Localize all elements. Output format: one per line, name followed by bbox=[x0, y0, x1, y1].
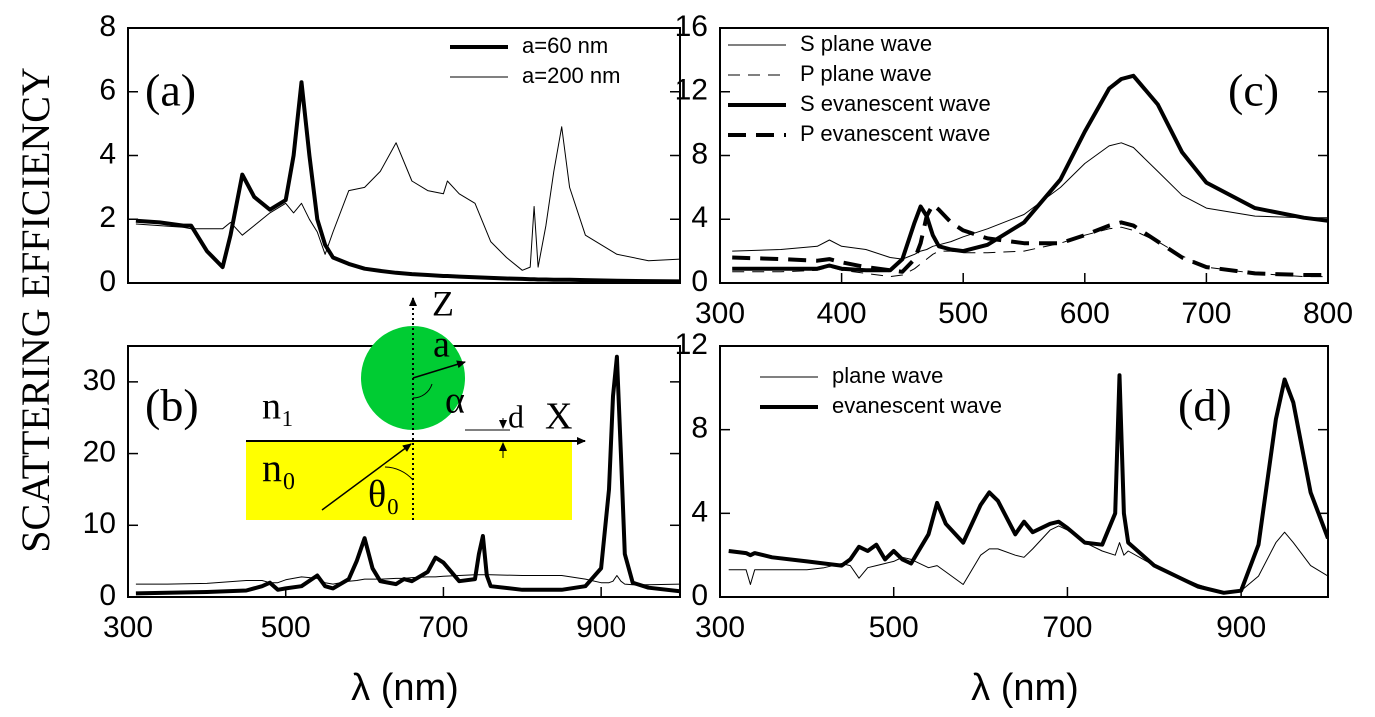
y-tick-label: 20 bbox=[83, 435, 116, 468]
substrate bbox=[246, 441, 572, 520]
plot-frame bbox=[127, 27, 681, 284]
data-line bbox=[732, 202, 1328, 277]
diagram-label: d bbox=[508, 398, 524, 434]
diagram-label: Z bbox=[432, 283, 454, 323]
y-tick-label: 16 bbox=[675, 10, 708, 43]
data-line bbox=[728, 525, 1328, 594]
x-axis-label: λ (nm) bbox=[351, 667, 459, 709]
y-tick-label: 4 bbox=[691, 201, 708, 234]
y-tick-label: 4 bbox=[99, 137, 116, 170]
x-tick-label: 900 bbox=[576, 611, 626, 644]
diagram-label: X bbox=[545, 396, 572, 438]
y-tick-label: 8 bbox=[691, 412, 708, 445]
panel-label: (d) bbox=[1178, 380, 1232, 431]
panel-label: (c) bbox=[1228, 65, 1279, 116]
panel: 0 2 4 6 8 a=60 nm a=200 nm (a) bbox=[99, 10, 681, 298]
y-tick-label: 0 bbox=[691, 265, 708, 298]
panel-label: (b) bbox=[145, 380, 199, 431]
y-tick-label: 0 bbox=[99, 265, 116, 298]
panel-label: (a) bbox=[145, 65, 196, 116]
legend-label: a=200 nm bbox=[522, 63, 620, 88]
y-tick-label: 10 bbox=[83, 507, 116, 540]
panel: 0 4 8 12 16 300 400 500 600 700 800 S plane wave P p… bbox=[675, 10, 1353, 330]
x-tick-label: 600 bbox=[1060, 297, 1110, 330]
plot-frame bbox=[719, 345, 1329, 598]
y-tick-label: 8 bbox=[691, 137, 708, 170]
y-tick-label: 2 bbox=[99, 201, 116, 234]
legend-label: plane wave bbox=[832, 363, 943, 388]
data-line bbox=[728, 373, 1328, 595]
y-tick-label: 6 bbox=[99, 74, 116, 107]
legend-label: evanescent wave bbox=[832, 393, 1002, 418]
diagram-label: θ₀ bbox=[368, 474, 399, 516]
y-axis-label: SCATTERING EFFICIENCY bbox=[13, 67, 58, 553]
legend-label: P evanescent wave bbox=[800, 121, 990, 146]
y-tick-label: 12 bbox=[675, 328, 708, 361]
geometry-diagram: Z X a α d n₁ n₀ θ₀ bbox=[246, 283, 586, 520]
data-line bbox=[135, 354, 680, 596]
alpha-arc bbox=[412, 383, 433, 399]
data-line bbox=[135, 126, 680, 271]
diagram-label: n₁ bbox=[262, 386, 294, 428]
data-line bbox=[135, 80, 680, 283]
legend-label: P plane wave bbox=[800, 61, 932, 86]
x-tick-label: 500 bbox=[938, 297, 988, 330]
diagram-label: a bbox=[433, 324, 450, 366]
x-tick-label: 500 bbox=[869, 611, 919, 644]
x-tick-label: 400 bbox=[817, 297, 867, 330]
diagram-label: α bbox=[445, 380, 465, 422]
x-tick-label: 300 bbox=[695, 611, 745, 644]
panel: 0 10 20 30 300 500 700 900 (b) λ (nm) bbox=[83, 345, 681, 709]
diagram-label: n₀ bbox=[262, 445, 296, 490]
x-tick-label: 700 bbox=[1181, 297, 1231, 330]
x-tick-label: 700 bbox=[418, 611, 468, 644]
x-tick-label: 300 bbox=[103, 611, 153, 644]
plot-frame bbox=[719, 27, 1329, 284]
legend-label: S plane wave bbox=[800, 31, 932, 56]
incident-ray bbox=[321, 443, 412, 511]
y-tick-label: 8 bbox=[99, 10, 116, 43]
y-tick-label: 0 bbox=[691, 579, 708, 612]
x-tick-label: 800 bbox=[1303, 297, 1353, 330]
y-tick-label: 12 bbox=[675, 74, 708, 107]
y-tick-label: 4 bbox=[691, 495, 708, 528]
x-tick-label: 900 bbox=[1216, 611, 1266, 644]
x-tick-label: 300 bbox=[695, 297, 745, 330]
panel: 0 4 8 12 300 500 700 900 plane wave evanescent wa… bbox=[675, 328, 1329, 709]
data-line bbox=[732, 142, 1328, 260]
data-line bbox=[732, 73, 1328, 273]
data-line bbox=[732, 226, 1328, 278]
legend-label: a=60 nm bbox=[522, 33, 608, 58]
x-axis-label: λ (nm) bbox=[971, 667, 1079, 709]
x-tick-label: 500 bbox=[261, 611, 311, 644]
radius-arrow bbox=[412, 360, 466, 379]
theta-arc bbox=[384, 466, 414, 481]
legend-label: S evanescent wave bbox=[800, 91, 991, 116]
y-tick-label: 30 bbox=[83, 364, 116, 397]
y-tick-label: 0 bbox=[99, 579, 116, 612]
x-tick-label: 700 bbox=[1042, 611, 1092, 644]
data-line bbox=[135, 574, 680, 586]
